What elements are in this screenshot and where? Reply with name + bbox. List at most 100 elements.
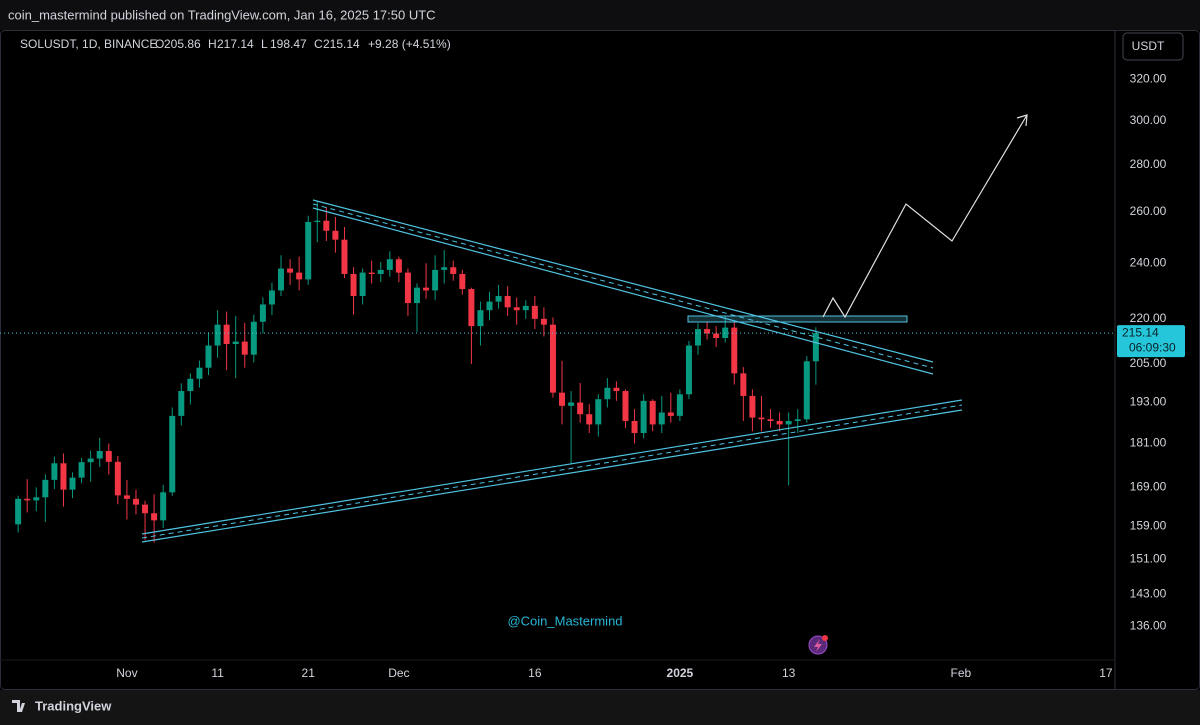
candle-body — [604, 387, 611, 400]
candle-body — [704, 329, 711, 334]
candle-body — [377, 269, 384, 274]
candle-body — [386, 259, 393, 270]
candle-body — [332, 230, 339, 240]
candle-body — [314, 220, 321, 222]
candle-body — [250, 321, 257, 355]
candle-body — [794, 419, 801, 421]
candle-body — [631, 420, 638, 434]
y-tick-label: 151.00 — [1130, 552, 1167, 566]
currency[interactable]: USDT — [1132, 39, 1165, 53]
candles — [0, 201, 1115, 543]
candle-body — [640, 400, 647, 434]
candle-body — [713, 333, 720, 338]
change: +9.28 (+4.51%) — [368, 37, 451, 51]
footer-brand: TradingView — [35, 698, 112, 713]
candle-body — [522, 305, 529, 311]
candle-body — [568, 402, 575, 406]
ohlc-key: O — [155, 37, 164, 51]
y-tick-label: 280.00 — [1130, 157, 1167, 171]
y-tick-label: 169.00 — [1130, 480, 1167, 494]
ohlc-legend: O 205.86 H 217.14 L 198.47 C 215.14 +9.28 (+4.51… — [155, 37, 451, 51]
candle-body — [132, 498, 139, 505]
candle-body — [395, 259, 402, 273]
candle-body — [658, 412, 665, 425]
candle-body — [586, 414, 593, 425]
x-tick-label: 11 — [211, 666, 224, 680]
candle-body — [667, 412, 674, 416]
candle-body — [432, 269, 439, 291]
candle-body — [323, 220, 330, 231]
ohlc-value: 205.86 — [164, 37, 201, 51]
candle-body — [87, 458, 94, 463]
x-tick-label: Dec — [388, 666, 409, 680]
candle-body — [740, 373, 747, 396]
footer-bar — [0, 690, 1200, 725]
last-price-label: 215.14 — [1122, 325, 1159, 339]
candle-body — [232, 341, 239, 345]
x-tick-label: Nov — [116, 666, 137, 680]
candle-body — [359, 272, 366, 297]
candle-body — [42, 479, 49, 498]
candle-body — [196, 367, 203, 379]
y-tick-label: 205.00 — [1130, 356, 1167, 370]
candle-body — [187, 378, 194, 392]
candle-body — [96, 451, 103, 459]
candle-body — [205, 345, 212, 368]
candle-body — [450, 267, 457, 274]
y-tick-label: 300.00 — [1130, 113, 1167, 127]
publisher: coin_mastermind published on TradingView… — [8, 7, 436, 22]
drawings — [141, 114, 1028, 655]
candle-body — [613, 387, 620, 392]
ohlc-key: C — [314, 37, 323, 51]
y-tick-label: 193.00 — [1130, 395, 1167, 409]
candle-body — [214, 324, 221, 346]
candle-body — [69, 477, 76, 490]
x-tick-label: 21 — [302, 666, 316, 680]
candle-body — [78, 462, 85, 478]
watermark: @Coin_Mastermind — [507, 613, 622, 628]
candle-body — [287, 268, 294, 273]
header-bar — [0, 0, 1200, 30]
candle-body — [160, 492, 167, 521]
y-tick-label: 320.00 — [1130, 72, 1167, 86]
candle-body — [341, 239, 348, 274]
candle-body — [15, 498, 22, 525]
countdown: 06:09:30 — [1129, 340, 1176, 354]
candle-body — [223, 324, 230, 345]
candle-body — [676, 394, 683, 416]
candle-body — [241, 341, 248, 355]
candle-body — [649, 400, 656, 425]
candle-body — [495, 296, 502, 302]
x-tick-label: 13 — [782, 666, 796, 680]
candle-body — [305, 221, 312, 280]
candle-body — [731, 327, 738, 374]
candle-body — [413, 287, 420, 304]
candle-body — [142, 504, 149, 514]
candle-body — [622, 391, 629, 421]
candle-body — [468, 289, 475, 327]
candle-body — [24, 498, 31, 501]
candle-body — [559, 392, 566, 406]
candle-body — [178, 391, 185, 416]
ohlc-key: L — [261, 37, 268, 51]
y-tick-label: 136.00 — [1130, 618, 1167, 632]
candle-body — [278, 268, 285, 291]
y-tick-label: 159.00 — [1130, 519, 1167, 533]
currency-button[interactable] — [1122, 32, 1184, 61]
candle-body — [60, 463, 67, 490]
ohlc-key: H — [208, 37, 217, 51]
candle-body — [776, 420, 783, 425]
candle-body — [350, 273, 357, 297]
candle-body — [577, 402, 584, 415]
footer-logo — [12, 700, 25, 712]
candle-body — [549, 324, 556, 393]
candle-body — [151, 513, 158, 521]
last-price-box — [1117, 325, 1185, 358]
candle-body — [404, 272, 411, 304]
candle-body — [459, 273, 466, 290]
candle-body — [504, 296, 511, 308]
y-tick-label: 143.00 — [1130, 586, 1167, 600]
candle-body — [259, 304, 266, 322]
